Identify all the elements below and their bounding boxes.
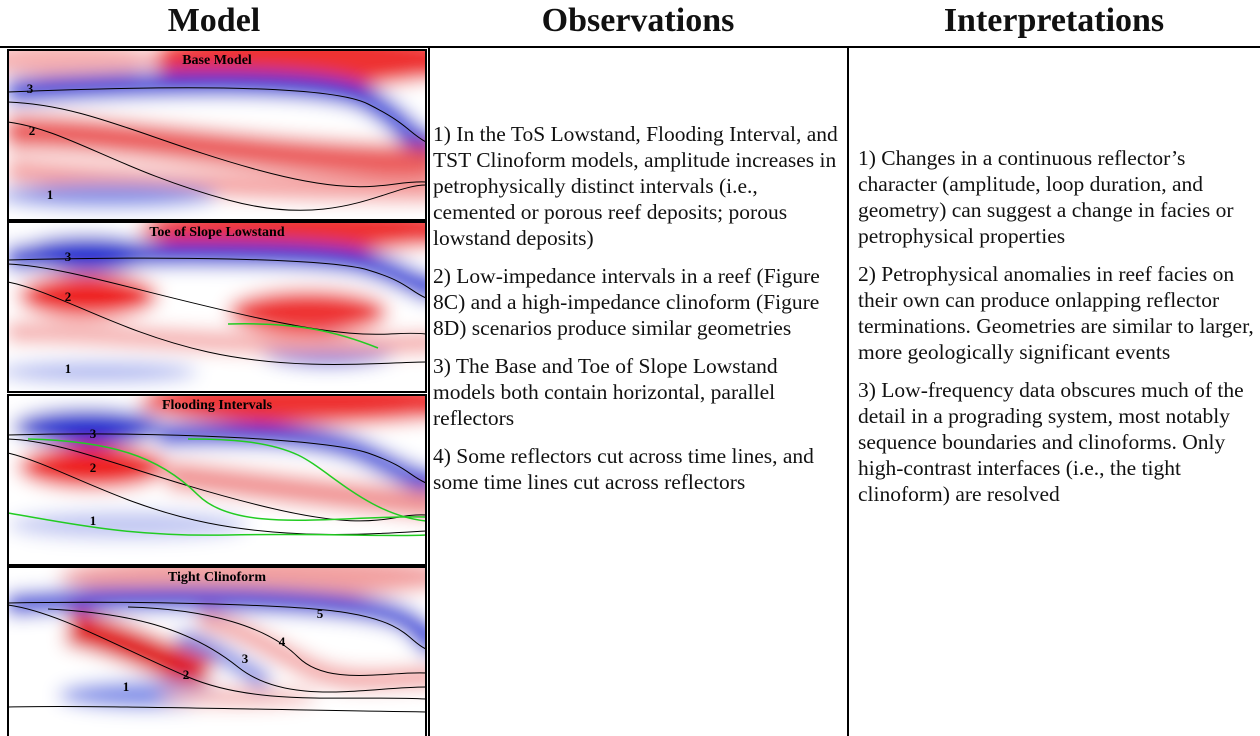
interpretation: 3) Low-frequency data obscures much of t… (858, 377, 1258, 507)
horizon-label: 4 (279, 634, 286, 649)
header-interpretations: Interpretations (848, 2, 1260, 40)
panel-base: Base Model 3 2 1 (0, 32, 428, 220)
horizon-label: 1 (47, 187, 54, 202)
panel-title: Flooding Intervals (162, 398, 273, 413)
horizon-label: 2 (65, 289, 72, 304)
panel-title: Base Model (182, 53, 252, 68)
horizon-label: 2 (90, 460, 97, 475)
horizon-label: 3 (90, 426, 97, 441)
model-panels: Base Model 3 2 1 Toe of Slope Lowstand 3… (0, 0, 428, 736)
interpretations: 1) Changes in a continuous reflector’s c… (858, 145, 1258, 519)
panel-tight: Tight Clinoform 5 4 3 2 1 (8, 555, 428, 736)
horizon-label: 1 (90, 513, 97, 528)
horizon-label: 3 (27, 81, 34, 96)
horizon-label: 2 (183, 667, 190, 682)
horizon-label: 2 (29, 123, 36, 138)
panel-title: Tight Clinoform (168, 570, 266, 585)
horizon-label: 3 (242, 651, 249, 666)
panel-toe: Toe of Slope Lowstand 3 2 1 (0, 208, 428, 392)
interpretation: 2) Petrophysical anomalies in reef facie… (858, 261, 1258, 365)
panel-title: Toe of Slope Lowstand (149, 225, 284, 240)
horizon-label: 1 (123, 679, 130, 694)
observation: 3) The Base and Toe of Slope Lowstand mo… (433, 353, 845, 431)
observation: 2) Low-impedance intervals in a reef (Fi… (433, 263, 845, 341)
observation: 4) Some reflectors cut across time lines… (433, 443, 845, 495)
column-rule (847, 46, 849, 736)
panel-flooding: Flooding Intervals 3 2 1 (8, 381, 428, 565)
horizon-label: 5 (317, 606, 324, 621)
horizon-label: 1 (65, 361, 72, 376)
page: Model Observations Interpretations Base … (0, 0, 1260, 736)
observations: 1) In the ToS Lowstand, Flooding Interva… (433, 121, 845, 507)
horizon-label: 3 (65, 249, 72, 264)
header-observations: Observations (428, 2, 848, 40)
column-rule (428, 46, 430, 736)
interpretation: 1) Changes in a continuous reflector’s c… (858, 145, 1258, 249)
observation: 1) In the ToS Lowstand, Flooding Interva… (433, 121, 845, 251)
